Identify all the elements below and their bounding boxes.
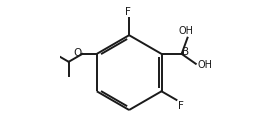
Text: O: O [73, 48, 82, 58]
Text: OH: OH [179, 26, 194, 36]
Text: F: F [125, 6, 131, 17]
Text: OH: OH [197, 59, 212, 70]
Text: F: F [178, 101, 184, 111]
Text: B: B [182, 47, 190, 57]
